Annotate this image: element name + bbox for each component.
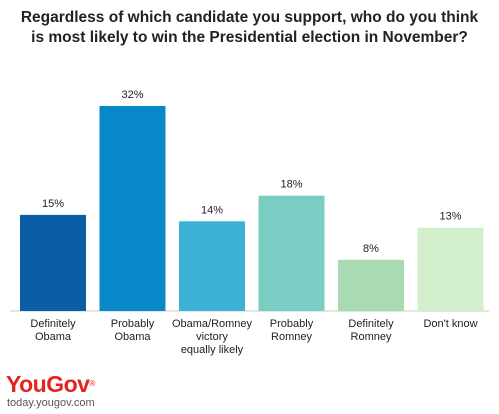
value-label-0: 15% — [42, 198, 64, 210]
category-label-5-line-0: Don't know — [423, 318, 477, 330]
bar-1 — [99, 106, 166, 311]
bar-2 — [179, 221, 245, 311]
value-label-1: 32% — [121, 89, 143, 101]
category-label-2-line-0: Obama/Romney — [172, 318, 253, 330]
category-label-0-line-0: Definitely — [30, 318, 76, 330]
chart-title-line-1: Regardless of which candidate you suppor… — [20, 9, 479, 26]
bars-group — [20, 106, 484, 312]
category-label-0-line-1: Obama — [35, 331, 72, 343]
chart-title: Regardless of which candidate you suppor… — [0, 8, 499, 48]
value-label-2: 14% — [201, 204, 223, 216]
category-label-1-line-0: Probably — [111, 318, 155, 330]
category-label-4-line-1: Romney — [351, 331, 392, 343]
bar-4 — [338, 259, 404, 312]
category-label-2-line-1: victory — [196, 331, 228, 343]
category-labels-group: DefinitelyObamaProbablyObamaObama/Romney… — [30, 318, 477, 356]
category-label-2-line-2: equally likely — [181, 344, 244, 356]
yougov-logo: YouGov® — [6, 372, 95, 396]
value-label-4: 8% — [363, 243, 379, 255]
category-label-1-line-1: Obama — [114, 331, 151, 343]
value-label-5: 13% — [439, 211, 461, 223]
category-label-3-line-0: Probably — [270, 318, 314, 330]
yougov-logo-text: YouGov — [6, 371, 90, 397]
bar-0 — [20, 214, 86, 311]
value-label-3: 18% — [280, 179, 302, 191]
chart-title-line-2: is most likely to win the Presidential e… — [31, 29, 468, 46]
category-label-3-line-1: Romney — [271, 331, 312, 343]
bar-5 — [417, 227, 484, 311]
category-label-4-line-0: Definitely — [348, 318, 394, 330]
yougov-url: today.yougov.com — [7, 397, 95, 409]
yougov-branding: YouGov® today.yougov.com — [6, 372, 95, 410]
registered-mark: ® — [89, 379, 95, 388]
bar-3 — [258, 195, 325, 311]
value-labels-group: 15% 32% 14% 18% 8% 13% — [42, 89, 462, 255]
